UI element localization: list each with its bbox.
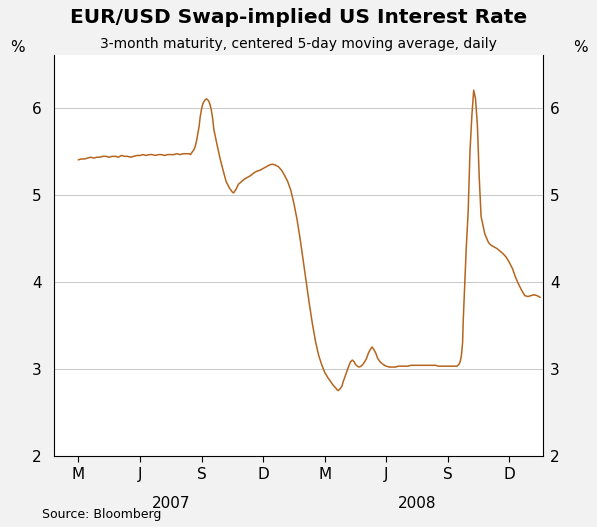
Text: %: % bbox=[573, 40, 587, 54]
Text: Source: Bloomberg: Source: Bloomberg bbox=[42, 508, 161, 521]
Text: 2008: 2008 bbox=[398, 496, 436, 511]
Text: 2007: 2007 bbox=[152, 496, 190, 511]
Text: 3-month maturity, centered 5-day moving average, daily: 3-month maturity, centered 5-day moving … bbox=[100, 37, 497, 51]
Text: %: % bbox=[10, 40, 24, 54]
Text: EUR/USD Swap-implied US Interest Rate: EUR/USD Swap-implied US Interest Rate bbox=[70, 8, 527, 27]
